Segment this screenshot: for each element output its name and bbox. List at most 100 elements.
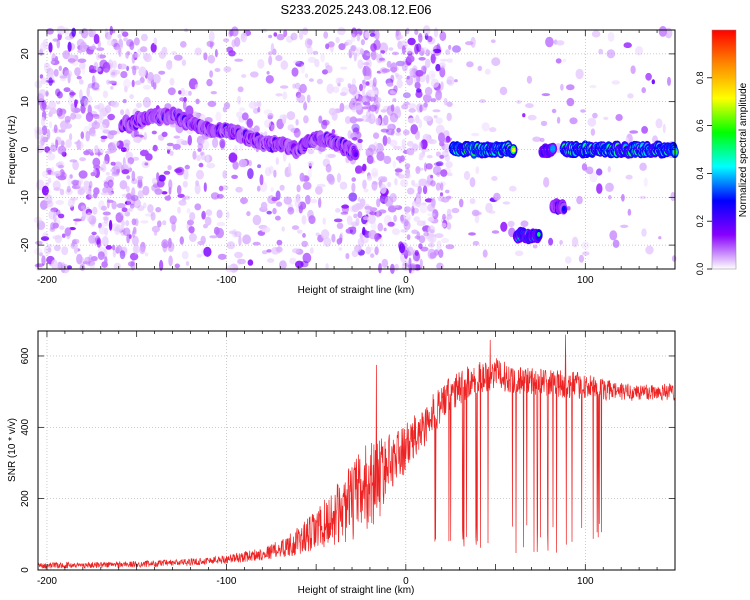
noise-speckle	[362, 65, 371, 77]
noise-speckle	[185, 261, 190, 266]
noise-speckle	[406, 140, 414, 147]
spectrogram-xtick-label: -200	[37, 275, 57, 286]
noise-speckle	[585, 166, 594, 175]
noise-speckle	[527, 114, 537, 121]
noise-speckle	[169, 150, 174, 156]
noise-speckle	[383, 227, 387, 232]
noise-speckle	[381, 258, 389, 268]
noise-speckle	[79, 41, 88, 53]
noise-speckle	[641, 228, 647, 237]
noise-speckle	[384, 196, 394, 207]
noise-speckle	[67, 175, 72, 187]
noise-speckle	[608, 195, 612, 200]
noise-speckle	[441, 222, 447, 228]
noise-speckle	[364, 31, 371, 39]
noise-speckle	[651, 79, 655, 85]
noise-speckle	[441, 196, 450, 203]
noise-speckle	[339, 232, 344, 239]
noise-speckle	[402, 129, 410, 136]
noise-speckle	[488, 210, 496, 214]
noise-speckle	[370, 43, 377, 52]
noise-speckle	[324, 62, 330, 68]
noise-speckle	[525, 103, 534, 109]
noise-speckle	[434, 233, 444, 239]
noise-speckle	[54, 170, 62, 177]
noise-speckle	[430, 53, 436, 64]
noise-speckle	[171, 50, 177, 56]
noise-speckle	[578, 254, 585, 263]
noise-speckle	[104, 32, 112, 40]
noise-speckle	[74, 67, 81, 77]
noise-speckle	[369, 104, 377, 112]
noise-speckle	[181, 59, 187, 66]
noise-speckle	[318, 115, 323, 124]
noise-speckle	[137, 181, 143, 189]
snr-ticks: -200 -100 0 100 0 200 400 600	[20, 331, 676, 587]
noise-speckle	[408, 103, 417, 110]
noise-speckle	[540, 120, 548, 127]
noise-speckle	[176, 185, 182, 195]
noise-speckle	[203, 182, 207, 193]
noise-speckle	[34, 263, 43, 268]
noise-speckle	[396, 127, 401, 133]
noise-speckle	[131, 187, 136, 199]
noise-speckle	[54, 56, 59, 64]
noise-speckle	[195, 180, 200, 187]
noise-speckle	[56, 91, 63, 99]
figure-title: S233.2025.243.08.12.E06	[280, 2, 431, 17]
noise-speckle	[174, 263, 180, 269]
noise-speckle	[219, 138, 226, 149]
noise-speckle	[444, 143, 450, 153]
noise-speckle	[123, 162, 132, 170]
noise-speckle	[287, 207, 295, 215]
noise-speckle	[645, 245, 654, 255]
noise-speckle	[47, 247, 52, 253]
noise-speckle	[596, 168, 603, 176]
noise-speckle	[78, 180, 82, 187]
noise-speckle	[65, 119, 71, 124]
noise-speckle	[331, 129, 336, 135]
noise-speckle	[308, 78, 314, 82]
noise-speckle	[115, 245, 123, 254]
noise-speckle	[567, 206, 571, 211]
noise-speckle	[233, 145, 238, 155]
noise-speckle	[265, 75, 274, 84]
noise-speckle	[226, 211, 230, 219]
noise-speckle	[291, 67, 299, 77]
noise-speckle	[447, 172, 453, 177]
noise-speckle	[383, 115, 389, 126]
noise-speckle	[105, 171, 111, 176]
noise-speckle	[199, 151, 204, 156]
noise-speckle	[112, 60, 117, 69]
noise-speckle	[566, 84, 575, 91]
noise-speckle	[474, 214, 480, 224]
noise-speckle	[137, 205, 145, 212]
noise-speckle	[454, 79, 458, 83]
noise-speckle	[266, 71, 270, 75]
noise-speckle	[379, 243, 385, 247]
noise-speckle	[172, 143, 181, 150]
noise-speckle	[231, 26, 239, 37]
noise-speckle	[314, 59, 320, 68]
noise-speckle	[562, 58, 567, 63]
noise-speckle	[357, 211, 363, 219]
noise-speckle	[147, 71, 154, 82]
noise-speckle	[406, 48, 413, 54]
noise-speckle	[290, 32, 298, 41]
noise-speckle	[111, 171, 120, 177]
noise-speckle	[643, 177, 648, 187]
noise-speckle	[201, 210, 206, 220]
noise-speckle	[48, 77, 53, 86]
noise-speckle	[222, 106, 227, 113]
noise-speckle	[325, 263, 329, 270]
noise-speckle	[611, 80, 620, 85]
noise-speckle	[406, 147, 415, 156]
noise-speckle	[353, 52, 357, 62]
noise-speckle	[410, 124, 419, 135]
noise-speckle	[560, 83, 564, 91]
noise-speckle	[430, 174, 434, 179]
noise-speckle	[122, 99, 127, 104]
snr-plot-area	[38, 331, 675, 570]
noise-speckle	[376, 53, 383, 64]
noise-speckle	[110, 101, 116, 107]
